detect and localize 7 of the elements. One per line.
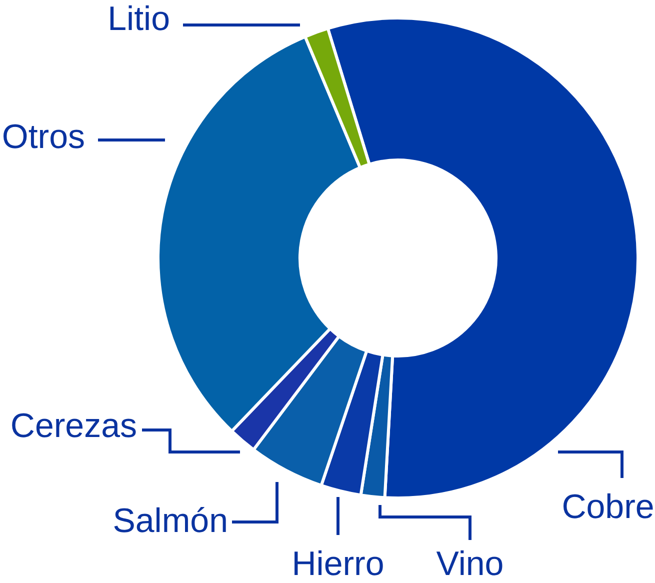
slice-label: Vino [436, 545, 504, 583]
slice-label: Cerezas [10, 407, 137, 445]
slice-label: Cobre [562, 488, 654, 526]
slice-label: Hierro [292, 545, 384, 583]
slice-label: Otros [2, 118, 85, 156]
slice-label: Salmón [112, 502, 228, 540]
slice-label: Litio [108, 0, 170, 38]
